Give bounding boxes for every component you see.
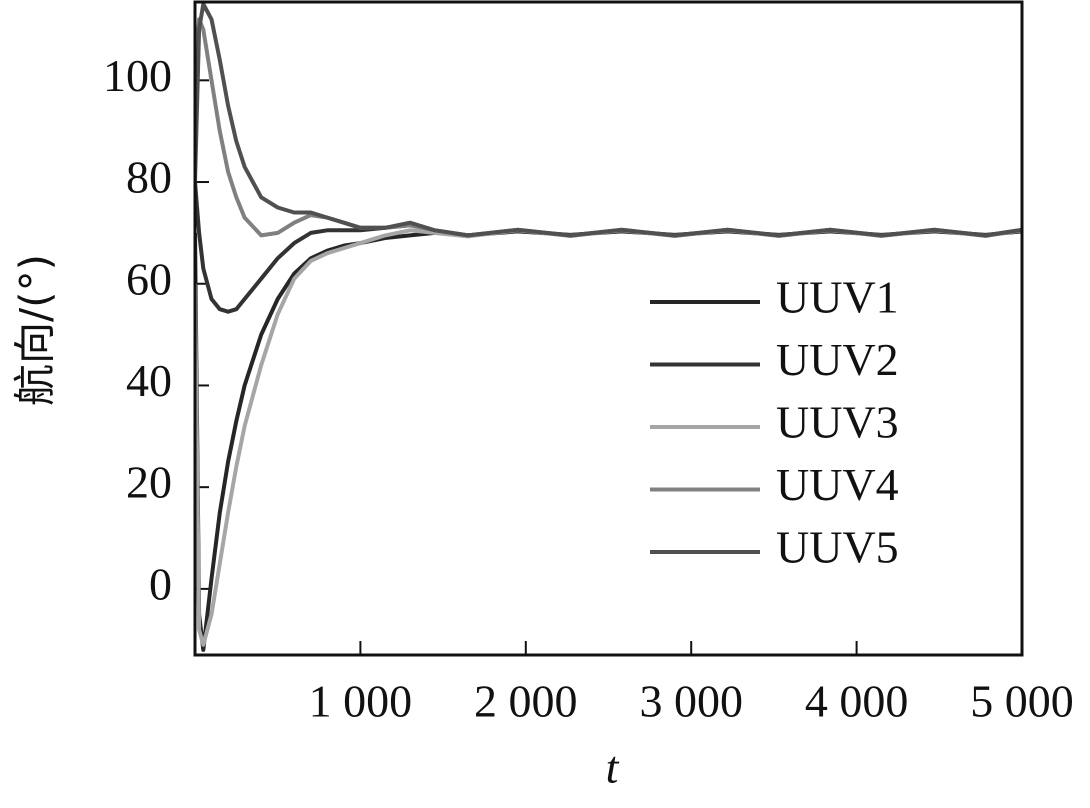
plot-frame bbox=[193, 0, 1024, 657]
series-line bbox=[195, 17, 1022, 238]
legend-label: UUV1 bbox=[776, 272, 899, 323]
y-tick-label: 60 bbox=[126, 253, 172, 304]
y-tick-label: 80 bbox=[126, 152, 172, 203]
x-tick-label: 3 000 bbox=[639, 676, 743, 727]
y-tick-label: 40 bbox=[126, 355, 172, 406]
y-tick-label: 20 bbox=[126, 457, 172, 508]
legend-label: UUV3 bbox=[776, 397, 899, 448]
legend-label: UUV5 bbox=[776, 522, 899, 573]
y-tick-label: 0 bbox=[149, 558, 172, 609]
y-tick-label: 100 bbox=[103, 50, 172, 101]
x-axis-label: t bbox=[606, 742, 620, 793]
x-tick-label: 4 000 bbox=[805, 676, 909, 727]
series-line bbox=[195, 2, 1022, 238]
x-tick-label: 1 000 bbox=[309, 676, 413, 727]
legend-label: UUV4 bbox=[776, 459, 899, 510]
y-axis-label: 航向/(°) bbox=[11, 254, 60, 406]
x-tick-label: 2 000 bbox=[474, 676, 578, 727]
legend-label: UUV2 bbox=[776, 334, 899, 385]
x-tick-label: 5 000 bbox=[970, 676, 1074, 727]
